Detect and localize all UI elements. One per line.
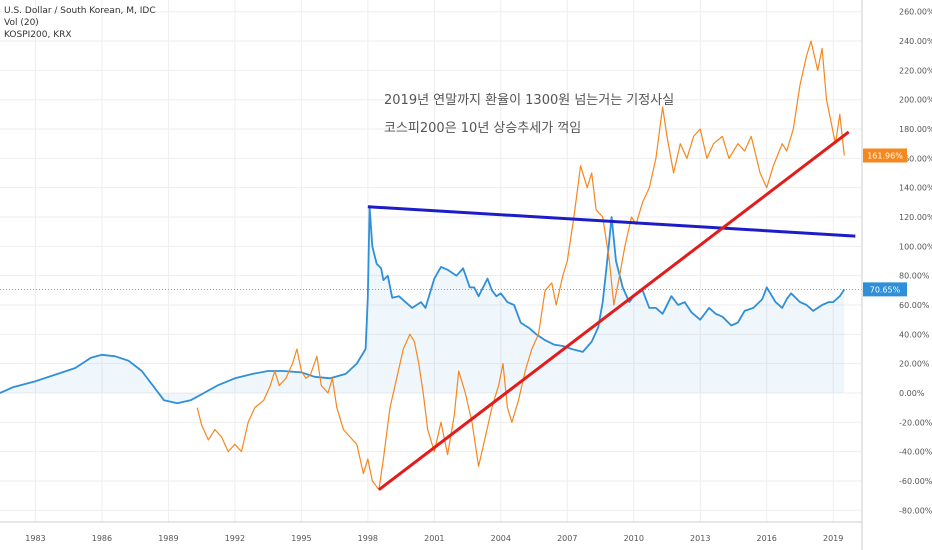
y-tick-label: 80.00%	[899, 272, 930, 281]
grid-layer	[0, 0, 862, 522]
y-tick-label: 220.00%	[899, 66, 932, 75]
x-tick-label: 2019	[823, 534, 843, 543]
y-tick-label: 0.00%	[899, 389, 925, 398]
x-tick-label: 2010	[624, 534, 644, 543]
y-tick-label: 240.00%	[899, 37, 932, 46]
y-tick-label: -20.00%	[899, 418, 932, 427]
y-tick-label: -80.00%	[899, 506, 932, 515]
legend-compare[interactable]: KOSPI200, KRX	[4, 30, 72, 40]
price-label-usdkrw-bg	[863, 282, 907, 297]
x-tick-label: 1992	[225, 534, 245, 543]
annotation-text-line2: 코스피200은 10년 상승추세가 꺽임	[384, 121, 581, 136]
blue-trendline	[367, 205, 856, 238]
annotation-layer: 2019년 연말까지 환율이 1300원 넘는거는 기정사실 코스피200은 1…	[384, 93, 674, 136]
y-tick-label: 140.00%	[899, 184, 932, 193]
series-layer	[0, 40, 846, 491]
y-tick-label: -60.00%	[899, 477, 932, 486]
y-tick-label: -40.00%	[899, 448, 932, 457]
y-tick-label: 100.00%	[899, 242, 932, 251]
annotation-text-line1: 2019년 연말까지 환율이 1300원 넘는거는 기정사실	[384, 93, 674, 108]
price-label-usdkrw: 70.65%	[870, 285, 901, 294]
x-tick-label: 2004	[491, 534, 511, 543]
legend-volume[interactable]: Vol (20)	[4, 18, 39, 28]
x-tick-label: 2007	[557, 534, 577, 543]
price-label-layer: 70.65% 161.96%	[863, 148, 907, 297]
x-tick-label: 1998	[358, 534, 378, 543]
x-tick-label: 1995	[291, 534, 311, 543]
price-label-kospi200: 161.96%	[867, 151, 903, 160]
red-trendline	[378, 130, 850, 491]
y-tick-label: 120.00%	[899, 213, 932, 222]
price-label-kospi200-bg	[863, 148, 907, 163]
y-tick-label: 260.00%	[899, 8, 932, 17]
legend-symbol[interactable]: U.S. Dollar / South Korean, M, IDC	[4, 6, 156, 16]
x-tick-label: 2013	[690, 534, 710, 543]
x-tick-label: 2001	[424, 534, 444, 543]
series-line-usdkrw	[0, 205, 846, 405]
y-tick-label: 20.00%	[899, 360, 930, 369]
x-tick-label: 1989	[158, 534, 178, 543]
trend-layer	[367, 130, 856, 491]
x-tick-label: 1986	[92, 534, 112, 543]
y-tick-label: 180.00%	[899, 125, 932, 134]
x-tick-label: 2016	[757, 534, 777, 543]
series-line-kospi200	[196, 40, 845, 491]
y-tick-label: 160.00%	[899, 154, 932, 163]
y-tick-label: 60.00%	[899, 301, 930, 310]
y-tick-label: 40.00%	[899, 330, 930, 339]
x-tick-label: 1983	[25, 534, 45, 543]
y-tick-label: 200.00%	[899, 96, 932, 105]
